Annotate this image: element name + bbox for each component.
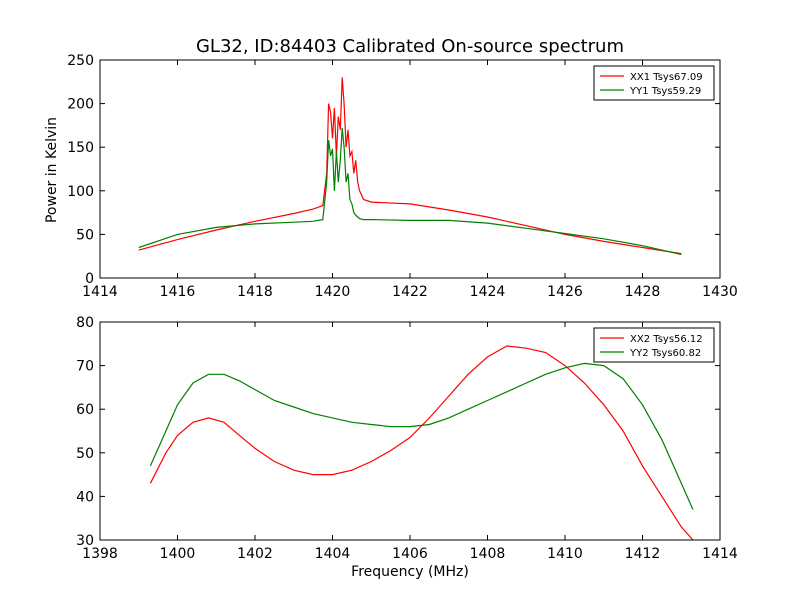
legend-entry-label: YY1 Tsys59.29 (629, 86, 701, 97)
y-tick-label: 30 (76, 533, 94, 549)
y-tick-label: 200 (67, 97, 94, 113)
legend-entry-label: XX2 Tsys56.12 (630, 334, 703, 345)
x-tick-label: 1428 (625, 284, 661, 300)
x-tick-label: 1412 (625, 546, 661, 562)
x-tick-label: 1416 (160, 284, 196, 300)
x-tick-label: 1408 (470, 546, 506, 562)
x-tick-label: 1430 (702, 284, 738, 300)
y-tick-label: 150 (67, 140, 94, 156)
y-tick-label: 50 (76, 227, 94, 243)
series-line-2-1 (149, 345, 694, 541)
x-tick-label: 1402 (237, 546, 273, 562)
x-tick-label: 1426 (547, 284, 583, 300)
y-tick-label: 250 (67, 53, 94, 69)
x-tick-label: 1398 (82, 546, 118, 562)
x-tick-label: 1406 (392, 546, 428, 562)
legend-2: XX2 Tsys56.12 YY2 Tsys60.82 (593, 327, 715, 363)
x-tick-label: 1422 (392, 284, 428, 300)
legend-entry-label: XX1 Tsys67.09 (630, 72, 703, 83)
legend-box (593, 65, 715, 101)
x-tick-label: 1400 (160, 546, 196, 562)
legend-box (593, 327, 715, 363)
x-axis-label-bottom: Frequency (MHz) (351, 564, 469, 580)
plot-2: 1398 1400 1402 1404 1406 1408 1410 1412 1414 30 40… (76, 315, 738, 562)
plots-group: 1414 1416 1418 1420 1422 1424 1426 1428 14300501… (67, 53, 738, 562)
series-line-1-1 (138, 77, 682, 255)
y-tick-label: 100 (67, 184, 94, 200)
x-tick-label: 1414 (82, 284, 118, 300)
y-tick-label: 40 (76, 489, 94, 505)
y-tick-label: 0 (85, 271, 94, 287)
x-tick-label: 1418 (237, 284, 273, 300)
y-tick-label: 50 (76, 446, 94, 462)
x-tick-label: 1410 (547, 546, 583, 562)
chart-title: GL32, ID:84403 Calibrated On-source spec… (196, 36, 624, 57)
y-tick-label: 80 (76, 315, 94, 331)
x-tick-label: 1414 (702, 546, 738, 562)
x-tick-label: 1404 (315, 546, 351, 562)
legend-1: XX1 Tsys67.09 YY1 Tsys59.29 (593, 65, 715, 101)
legend-entry-label: YY2 Tsys60.82 (629, 348, 701, 359)
y-axis-label-top: Power in Kelvin (44, 117, 60, 223)
plot-1: 1414 1416 1418 1420 1422 1424 1426 1428 1430 0 50 1… (67, 53, 738, 300)
y-tick-label: 60 (76, 402, 94, 418)
y-tick-label: 70 (76, 359, 94, 375)
series-line-2-2 (149, 362, 694, 510)
x-tick-label: 1420 (315, 284, 351, 300)
x-tick-label: 1424 (470, 284, 506, 300)
series-line-1-2 (138, 127, 682, 256)
